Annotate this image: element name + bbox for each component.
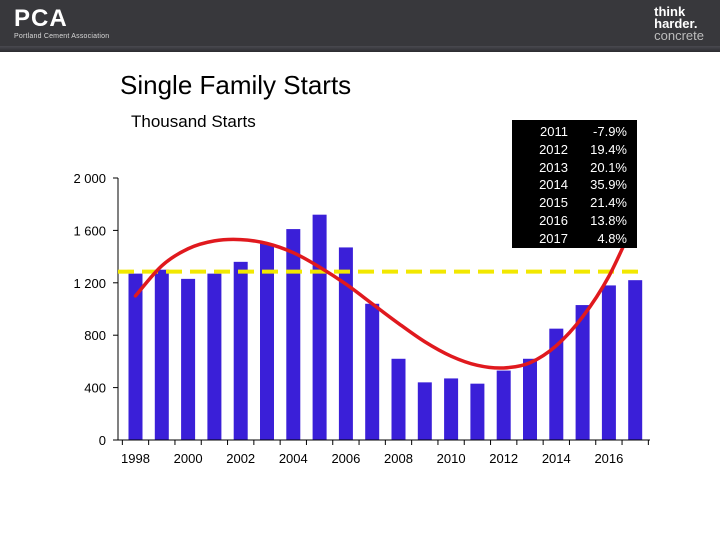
growth-value: 19.4% (590, 141, 627, 157)
x-tick-label: 2016 (594, 451, 623, 466)
page-title: Single Family Starts (120, 70, 352, 100)
growth-value: 4.8% (597, 230, 627, 246)
bar (233, 261, 248, 440)
logo-line-2: harder. (654, 16, 698, 31)
growth-year: 2011 (540, 124, 568, 139)
bar (391, 358, 406, 440)
y-tick-label: 2 000 (73, 171, 106, 186)
bar (549, 328, 564, 440)
growth-table: 2011 -7.9% 2012 19.4% 2013 20.1% 2014 35.9% 2015… (512, 120, 637, 248)
growth-row: 2016 13.8% (512, 213, 637, 231)
y-tick-label: 800 (84, 328, 106, 343)
growth-row: 2014 35.9% (512, 177, 637, 195)
x-tick-label: 2010 (437, 451, 466, 466)
y-tick-label: 1 200 (73, 276, 106, 291)
bar (523, 358, 537, 440)
bar (207, 273, 222, 440)
x-tick-label: 2012 (489, 451, 518, 466)
bar (575, 305, 590, 440)
bar (417, 382, 432, 440)
x-tick-label: 2008 (384, 451, 413, 466)
growth-value: 20.1% (590, 159, 627, 175)
growth-row: 2013 20.1% (512, 160, 637, 178)
chart-subtitle: Thousand Starts (131, 112, 256, 131)
logo-line-3: concrete (654, 28, 704, 43)
bar (470, 383, 485, 440)
y-tick-label: 1 600 (73, 223, 106, 238)
growth-value: 35.9% (590, 177, 627, 193)
bar (365, 303, 380, 440)
growth-row: 2017 4.8% (512, 231, 637, 249)
growth-row: 2015 21.4% (512, 195, 637, 213)
x-tick-label: 2014 (542, 451, 571, 466)
bar (628, 280, 643, 440)
header-bar: PCA Portland Cement Association think ha… (0, 0, 720, 52)
growth-value: 21.4% (590, 195, 627, 211)
growth-year: 2015 (539, 195, 568, 211)
pca-logo-text: PCA (14, 5, 68, 32)
bar (128, 273, 143, 440)
growth-value: -7.9% (593, 124, 627, 139)
growth-value: 13.8% (590, 213, 627, 228)
bar (286, 229, 301, 440)
trend-curve (133, 218, 637, 370)
growth-row: 2012 19.4% (512, 142, 637, 160)
x-tick-label: 2004 (279, 451, 308, 466)
pca-logo-subtitle: Portland Cement Association (14, 33, 110, 40)
bar (154, 269, 169, 440)
x-tick-label: 2002 (226, 451, 255, 466)
bar (260, 243, 274, 440)
logo-line-1: think (654, 4, 686, 19)
x-tick-label: 2000 (174, 451, 203, 466)
header-band (0, 46, 720, 52)
growth-year: 2012 (539, 141, 568, 157)
growth-year: 2017 (539, 230, 568, 246)
growth-year: 2016 (539, 213, 568, 228)
bar (496, 370, 511, 440)
bar (312, 214, 327, 440)
y-tick-label: 400 (84, 381, 106, 396)
bar (181, 278, 196, 440)
x-tick-label: 1998 (121, 451, 150, 466)
growth-year: 2014 (539, 177, 568, 193)
growth-year: 2013 (539, 159, 568, 175)
y-tick-label: 0 (99, 433, 106, 448)
bar (601, 285, 616, 440)
bar (338, 247, 353, 440)
think-harder-logo: think harder. concrete (654, 4, 704, 43)
x-tick-label: 2006 (331, 451, 360, 466)
pca-logo: PCA Portland Cement Association (14, 5, 110, 41)
growth-row: 2011 -7.9% (512, 124, 637, 142)
bar (444, 378, 459, 440)
